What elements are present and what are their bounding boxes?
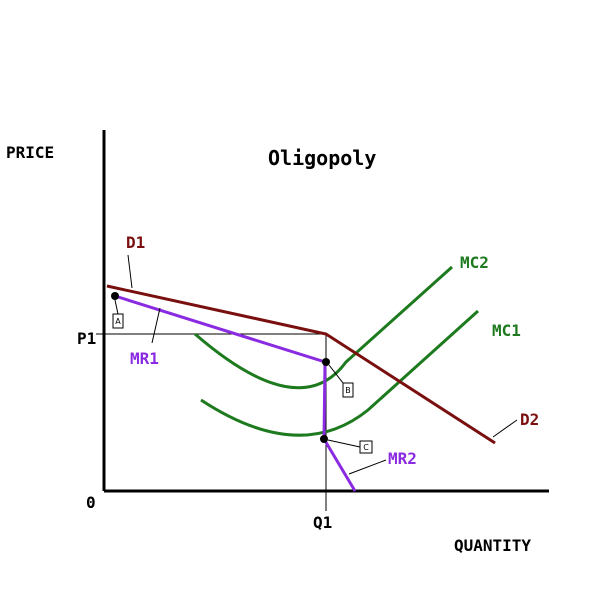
point-c-leader [327,439,361,448]
point-a-label: A [115,317,121,326]
mr2-label: MR2 [388,449,417,468]
point-a-dot [111,292,119,300]
mc2-curve [194,265,454,390]
d2-label: D2 [520,410,539,429]
marginal-revenue-curve [114,294,357,492]
y-axis-label: PRICE [6,143,54,162]
d1-leader [127,254,133,289]
point-c-box [359,440,373,454]
mc2-label: MC2 [460,253,489,272]
point-b-dot [322,358,330,366]
origin-label: 0 [86,493,96,512]
mr2-leader [348,459,387,475]
x-axis-label: QUANTITY [454,536,531,555]
point-a-leader [114,299,119,315]
point-c-dot [320,435,328,443]
mr1-label: MR1 [130,349,159,368]
p1-label: P1 [77,329,96,348]
point-c-label: C [363,443,369,452]
q1-label: Q1 [313,513,332,532]
d2-leader [492,419,518,438]
mc1-curve [200,309,480,437]
point-b-label: B [345,386,351,395]
d1-label: D1 [126,233,145,252]
demand-curve [106,284,496,445]
mc1-label: MC1 [492,321,521,340]
point-a-box [112,313,124,329]
mr1-leader [151,307,161,344]
point-b-box [342,382,354,398]
point-b-leader [328,364,344,384]
diagram-title: Oligopoly [268,146,376,170]
